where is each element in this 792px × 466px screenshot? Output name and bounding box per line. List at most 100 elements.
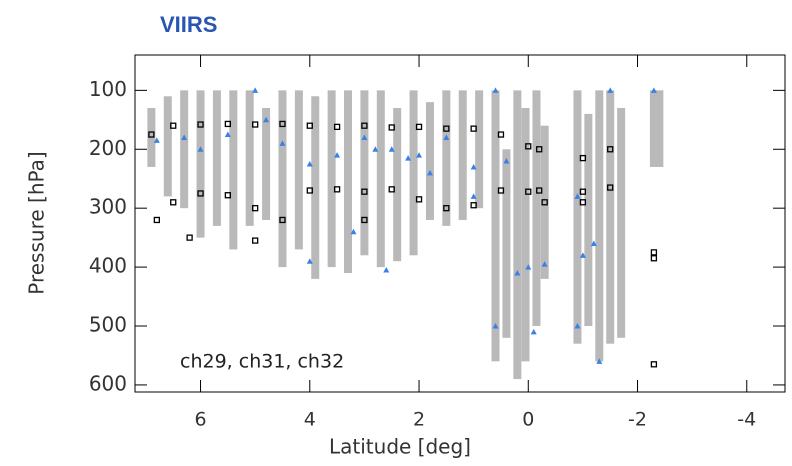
- range-bar: [502, 149, 511, 338]
- triangle-point: [197, 146, 204, 152]
- x-tick-label: 2: [413, 409, 425, 431]
- range-bar: [655, 90, 664, 167]
- square-point: [153, 216, 160, 224]
- square-point: [443, 205, 450, 212]
- square-point: [279, 120, 286, 128]
- triangle-point: [596, 358, 603, 364]
- plot-frame: [134, 54, 786, 393]
- square-point: [525, 143, 532, 150]
- x-tick-label: 6: [194, 409, 206, 431]
- annotation: ch29, ch31, ch32: [180, 351, 344, 373]
- triangle-point: [361, 134, 368, 140]
- square-point: [650, 361, 658, 368]
- triangle-point: [334, 152, 341, 158]
- triangle-point: [525, 264, 532, 270]
- range-bar: [245, 90, 254, 226]
- square-point: [170, 199, 177, 206]
- square-point: [650, 249, 658, 256]
- triangle-point: [579, 252, 586, 258]
- y-tick-label: 300: [89, 195, 127, 219]
- range-bar: [180, 90, 189, 209]
- range-bar: [196, 90, 205, 238]
- range-bar: [617, 108, 626, 338]
- triangle-point: [263, 116, 270, 123]
- triangle-point: [514, 269, 521, 276]
- square-point: [279, 216, 286, 224]
- triangle-point: [470, 193, 477, 199]
- square-point: [541, 199, 548, 206]
- triangle-point: [503, 158, 510, 164]
- square-point: [306, 187, 313, 194]
- triangle-point: [224, 131, 231, 138]
- square-point: [170, 122, 177, 129]
- square-point: [536, 187, 543, 194]
- square-point: [361, 188, 368, 195]
- triangle-point: [383, 267, 390, 273]
- square-point: [607, 146, 614, 153]
- triangle-point: [443, 134, 450, 140]
- range-bar: [311, 96, 320, 279]
- chart-title: VIIRS: [160, 12, 217, 37]
- range-bar: [360, 90, 369, 256]
- square-point: [388, 124, 395, 131]
- square-point: [186, 234, 193, 241]
- square-point: [224, 120, 232, 128]
- square-point: [579, 188, 587, 195]
- square-point: [252, 121, 259, 128]
- square-point: [197, 121, 204, 128]
- square-point: [306, 122, 313, 129]
- range-bar: [262, 108, 271, 220]
- range-bar: [229, 90, 238, 250]
- triangle-point: [372, 146, 379, 152]
- range-bar: [491, 90, 500, 362]
- triangle-point: [405, 155, 412, 161]
- triangle-point: [306, 160, 313, 167]
- range-bar: [540, 125, 549, 279]
- y-axis-label: Pressure [hPa]: [25, 151, 49, 294]
- square-point: [361, 122, 368, 129]
- triangle-point: [350, 228, 357, 235]
- y-tick-label: 500: [89, 313, 127, 337]
- square-point: [224, 192, 232, 199]
- square-point: [415, 196, 423, 203]
- square-point: [579, 154, 587, 162]
- square-point: [650, 255, 658, 262]
- triangle-point: [279, 140, 286, 146]
- triangle-point: [574, 323, 581, 329]
- x-tick-label: -4: [737, 409, 756, 431]
- square-point: [443, 125, 450, 132]
- triangle-point: [388, 146, 395, 152]
- square-point: [388, 186, 395, 193]
- square-point: [470, 202, 477, 209]
- triangle-point: [574, 193, 581, 199]
- square-point: [361, 216, 368, 224]
- y-tick-label: 200: [89, 136, 127, 160]
- square-point: [470, 125, 477, 132]
- triangle-point: [650, 87, 657, 93]
- range-bar: [278, 90, 287, 268]
- square-point: [333, 123, 341, 131]
- triangle-point: [153, 137, 160, 143]
- triangle-point: [416, 152, 423, 158]
- y-tick-label: 100: [89, 77, 127, 101]
- triangle-point: [181, 134, 188, 140]
- square-point: [252, 237, 259, 244]
- square-point: [536, 146, 543, 153]
- range-bar: [584, 113, 593, 327]
- range-bar: [606, 90, 615, 344]
- range-bar: [649, 90, 658, 167]
- triangle-point: [426, 169, 433, 176]
- range-bar: [163, 96, 172, 197]
- triangle-point: [492, 87, 499, 93]
- range-bar: [521, 108, 530, 362]
- square-point: [252, 205, 259, 212]
- range-bar: [376, 90, 385, 268]
- range-bar: [513, 90, 522, 380]
- range-bar: [595, 90, 604, 362]
- range-bar: [573, 90, 582, 344]
- square-point: [525, 188, 532, 195]
- range-bar: [532, 90, 541, 327]
- triangle-point: [306, 258, 313, 264]
- y-tick-label: 600: [89, 371, 127, 395]
